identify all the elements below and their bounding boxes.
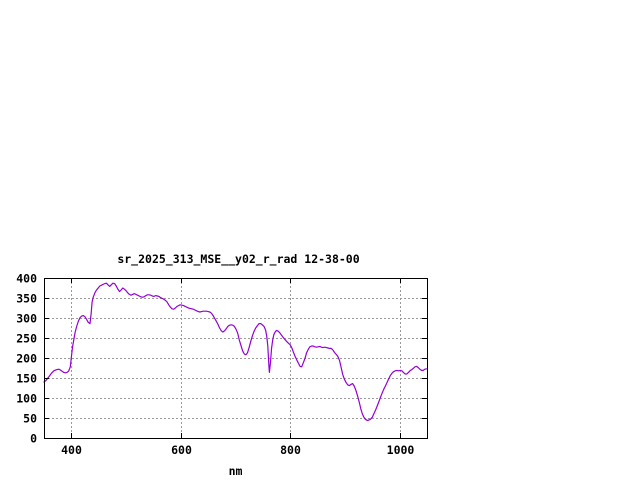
x-axis-tick-label: 1000 xyxy=(387,443,415,457)
spectrum-polyline xyxy=(43,282,428,421)
y-axis-tick-label: 100 xyxy=(16,392,37,406)
x-axis-tick-label: 800 xyxy=(280,443,301,457)
chart-title: sr_2025_313_MSE__y02_r_rad 12-38-00 xyxy=(117,252,359,267)
grid-lines xyxy=(44,278,427,438)
y-axis-tick-label: 150 xyxy=(16,372,37,386)
spectrum-curve xyxy=(43,282,428,421)
y-axis-tick-label: 200 xyxy=(16,352,37,366)
y-axis-tick-label: 350 xyxy=(16,292,37,306)
y-axis-tick-label: 400 xyxy=(16,272,37,286)
y-axis-tick-label: 300 xyxy=(16,312,37,326)
y-axis-tick-label: 0 xyxy=(30,432,37,446)
x-axis-tick-label: 600 xyxy=(171,443,192,457)
axis-tick-labels: 400 600 800 1000 0 50 100 150 200 250 300 350 400 xyxy=(16,272,414,458)
axis-ticks xyxy=(44,278,427,439)
x-axis-label: nm xyxy=(229,464,243,478)
x-axis-tick-label: 400 xyxy=(61,443,82,457)
y-axis-tick-label: 250 xyxy=(16,332,37,346)
y-axis-tick-label: 50 xyxy=(23,412,37,426)
